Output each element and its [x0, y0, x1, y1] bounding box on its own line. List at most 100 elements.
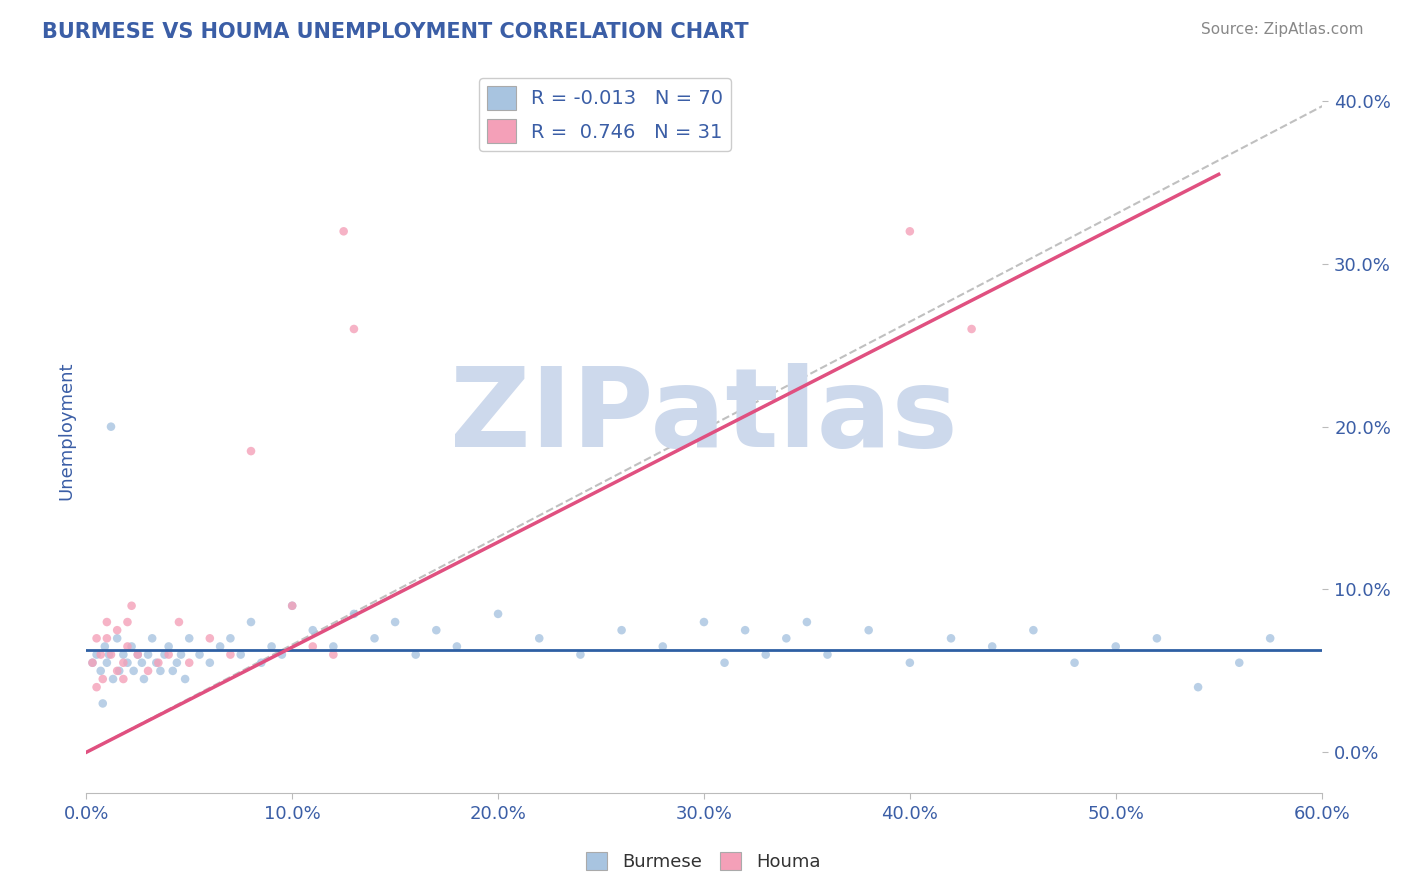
Point [301, 623, 323, 637]
Point [610, 623, 633, 637]
Point [132, 672, 155, 686]
Text: ZIPatlas: ZIPatlas [450, 363, 957, 470]
Point [117, 656, 139, 670]
Point [117, 640, 139, 654]
Point [775, 632, 797, 646]
Point [148, 656, 170, 670]
Point [105, 623, 128, 637]
Point [1146, 632, 1168, 646]
Point [219, 648, 242, 662]
Point [170, 648, 193, 662]
Point [281, 599, 304, 613]
Legend: R = -0.013   N = 70, R =  0.746   N = 31: R = -0.013 N = 70, R = 0.746 N = 31 [479, 78, 731, 151]
Point [301, 640, 323, 654]
Point [90, 648, 112, 662]
Point [270, 648, 292, 662]
Point [332, 224, 354, 238]
Point [198, 656, 221, 670]
Point [343, 322, 366, 336]
Point [179, 656, 201, 670]
Point [250, 656, 273, 670]
Point [145, 656, 167, 670]
Point [1227, 656, 1250, 670]
Point [97, 648, 120, 662]
Point [86, 648, 108, 662]
Point [117, 615, 139, 629]
Point [281, 599, 304, 613]
Point [96, 615, 118, 629]
Point [136, 664, 159, 678]
Point [86, 680, 108, 694]
Point [384, 615, 406, 629]
Point [569, 648, 592, 662]
Point [939, 632, 962, 646]
Point [112, 672, 135, 686]
Point [1063, 656, 1085, 670]
Point [817, 648, 839, 662]
Point [240, 615, 263, 629]
Point [157, 640, 180, 654]
Point [122, 664, 145, 678]
Point [91, 697, 114, 711]
Point [141, 632, 163, 646]
Point [94, 640, 117, 654]
Point [90, 664, 112, 678]
Point [105, 664, 128, 678]
Point [343, 607, 366, 621]
Point [898, 224, 921, 238]
Point [157, 648, 180, 662]
Point [127, 648, 149, 662]
Point [100, 648, 122, 662]
Point [82, 656, 104, 670]
Point [713, 656, 735, 670]
Point [960, 322, 983, 336]
Point [198, 632, 221, 646]
Point [100, 419, 122, 434]
Point [112, 656, 135, 670]
Point [322, 648, 344, 662]
Point [131, 656, 153, 670]
Point [651, 640, 673, 654]
Point [529, 632, 551, 646]
Point [734, 623, 756, 637]
Point [96, 632, 118, 646]
Point [858, 623, 880, 637]
Point [108, 664, 131, 678]
Point [486, 607, 509, 621]
Point [405, 648, 427, 662]
Point [229, 648, 252, 662]
Point [101, 672, 124, 686]
Point [136, 648, 159, 662]
Point [127, 648, 149, 662]
Point [167, 615, 190, 629]
Point [174, 672, 197, 686]
Point [86, 632, 108, 646]
Point [121, 599, 143, 613]
Point [162, 664, 184, 678]
Point [149, 664, 172, 678]
Point [166, 656, 188, 670]
Point [260, 640, 283, 654]
Point [82, 656, 104, 670]
Point [121, 640, 143, 654]
Point [796, 615, 818, 629]
Point [363, 632, 385, 646]
Point [91, 672, 114, 686]
Point [179, 632, 201, 646]
Point [219, 632, 242, 646]
Y-axis label: Unemployment: Unemployment [58, 361, 75, 500]
Point [96, 656, 118, 670]
Point [322, 640, 344, 654]
Point [153, 648, 176, 662]
Point [1258, 632, 1281, 646]
Point [188, 648, 211, 662]
Text: Source: ZipAtlas.com: Source: ZipAtlas.com [1201, 22, 1364, 37]
Text: BURMESE VS HOUMA UNEMPLOYMENT CORRELATION CHART: BURMESE VS HOUMA UNEMPLOYMENT CORRELATIO… [42, 22, 749, 42]
Point [446, 640, 468, 654]
Point [1187, 680, 1209, 694]
Point [209, 640, 232, 654]
Point [1022, 623, 1045, 637]
Point [425, 623, 447, 637]
Point [981, 640, 1004, 654]
Point [898, 656, 921, 670]
